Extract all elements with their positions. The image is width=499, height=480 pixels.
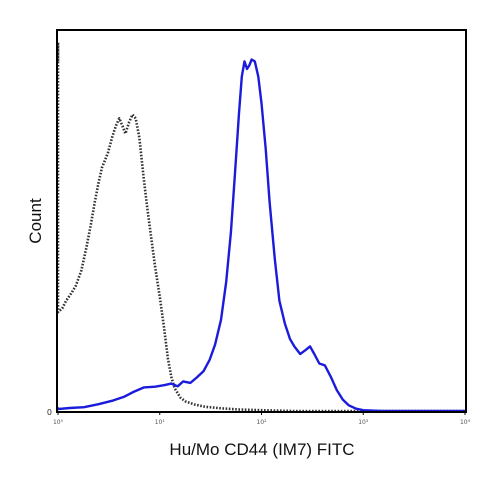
- x-tick-label: 10²: [256, 419, 267, 426]
- x-tick-label: 10¹: [155, 419, 166, 426]
- y-zero-label: 0: [47, 408, 52, 417]
- series-layer: [56, 41, 465, 413]
- x-tick-label: 10⁰: [53, 419, 64, 426]
- y-axis-title: Count: [26, 198, 45, 244]
- x-tick-label: 10³: [358, 419, 369, 426]
- x-axis-ticks: 10⁰ 10¹ 10² 10³ 10⁴: [53, 412, 471, 426]
- x-axis-title: Hu/Mo CD44 (IM7) FITC: [169, 440, 354, 459]
- plot-frame: [56, 29, 467, 413]
- stained-histogram-line: [56, 58, 465, 413]
- x-tick-label: 10⁴: [460, 419, 471, 426]
